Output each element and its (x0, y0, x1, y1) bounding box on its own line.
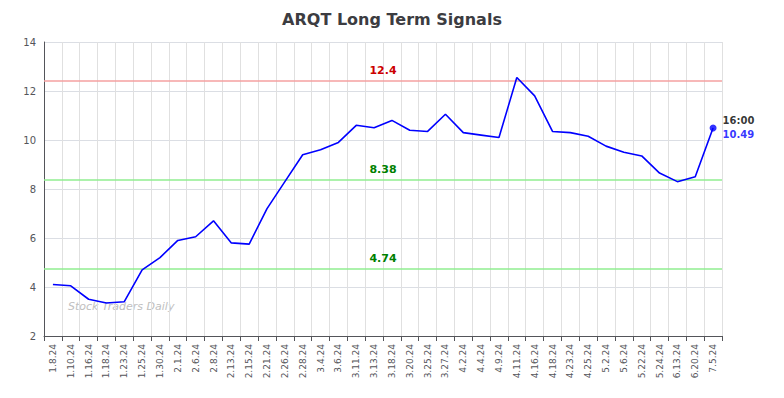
svg-text:2.21.24: 2.21.24 (262, 344, 272, 379)
svg-text:4.4.24: 4.4.24 (476, 344, 486, 373)
svg-text:1.23.24: 1.23.24 (119, 344, 129, 379)
svg-text:3.6.24: 3.6.24 (333, 344, 343, 373)
svg-text:4.2.24: 4.2.24 (458, 344, 468, 373)
svg-text:3.4.24: 3.4.24 (316, 344, 326, 373)
svg-text:1.8.24: 1.8.24 (48, 344, 58, 373)
svg-text:8: 8 (30, 184, 36, 195)
svg-text:5.2.24: 5.2.24 (601, 344, 611, 373)
svg-text:5.24.24: 5.24.24 (655, 344, 665, 379)
svg-text:4.23.24: 4.23.24 (565, 344, 575, 379)
svg-text:1.30.24: 1.30.24 (155, 344, 165, 379)
svg-text:2.28.24: 2.28.24 (298, 344, 308, 379)
svg-text:ARQT Long Term Signals: ARQT Long Term Signals (282, 10, 502, 29)
svg-text:2.6.24: 2.6.24 (191, 344, 201, 373)
svg-text:4.18.24: 4.18.24 (548, 344, 558, 379)
svg-text:6.13.24: 6.13.24 (672, 344, 682, 379)
svg-text:1.25.24: 1.25.24 (137, 344, 147, 379)
svg-text:3.11.24: 3.11.24 (351, 344, 361, 379)
svg-text:Stock Traders Daily: Stock Traders Daily (68, 300, 175, 313)
svg-text:4.74: 4.74 (369, 252, 396, 265)
svg-text:10: 10 (23, 135, 36, 146)
svg-text:3.27.24: 3.27.24 (440, 344, 450, 379)
svg-text:2.15.24: 2.15.24 (244, 344, 254, 379)
svg-text:10.49: 10.49 (723, 129, 755, 140)
svg-text:3.13.24: 3.13.24 (369, 344, 379, 379)
svg-text:1.16.24: 1.16.24 (84, 344, 94, 379)
svg-text:3.20.24: 3.20.24 (405, 344, 415, 379)
svg-text:8.38: 8.38 (369, 163, 396, 176)
svg-text:12.4: 12.4 (369, 64, 396, 77)
svg-text:16:00: 16:00 (723, 115, 755, 126)
svg-text:7.5.24: 7.5.24 (708, 344, 718, 373)
svg-text:14: 14 (23, 37, 36, 48)
svg-text:4: 4 (30, 282, 36, 293)
svg-text:12: 12 (23, 86, 36, 97)
svg-text:2.1.24: 2.1.24 (173, 344, 183, 373)
svg-text:1.18.24: 1.18.24 (101, 344, 111, 379)
svg-text:4.25.24: 4.25.24 (583, 344, 593, 379)
svg-text:4.11.24: 4.11.24 (512, 344, 522, 379)
svg-text:5.22.24: 5.22.24 (637, 344, 647, 379)
svg-text:3.25.24: 3.25.24 (423, 344, 433, 379)
svg-text:4.9.24: 4.9.24 (494, 344, 504, 373)
svg-text:1.10.24: 1.10.24 (66, 344, 76, 379)
svg-text:2.13.24: 2.13.24 (226, 344, 236, 379)
svg-text:6: 6 (30, 233, 36, 244)
svg-text:2.8.24: 2.8.24 (209, 344, 219, 373)
svg-text:4.16.24: 4.16.24 (530, 344, 540, 379)
svg-text:3.18.24: 3.18.24 (387, 344, 397, 379)
svg-text:5.6.24: 5.6.24 (619, 344, 629, 373)
svg-text:2.26.24: 2.26.24 (280, 344, 290, 379)
svg-text:2: 2 (30, 331, 36, 342)
svg-text:6.20.24: 6.20.24 (690, 344, 700, 379)
